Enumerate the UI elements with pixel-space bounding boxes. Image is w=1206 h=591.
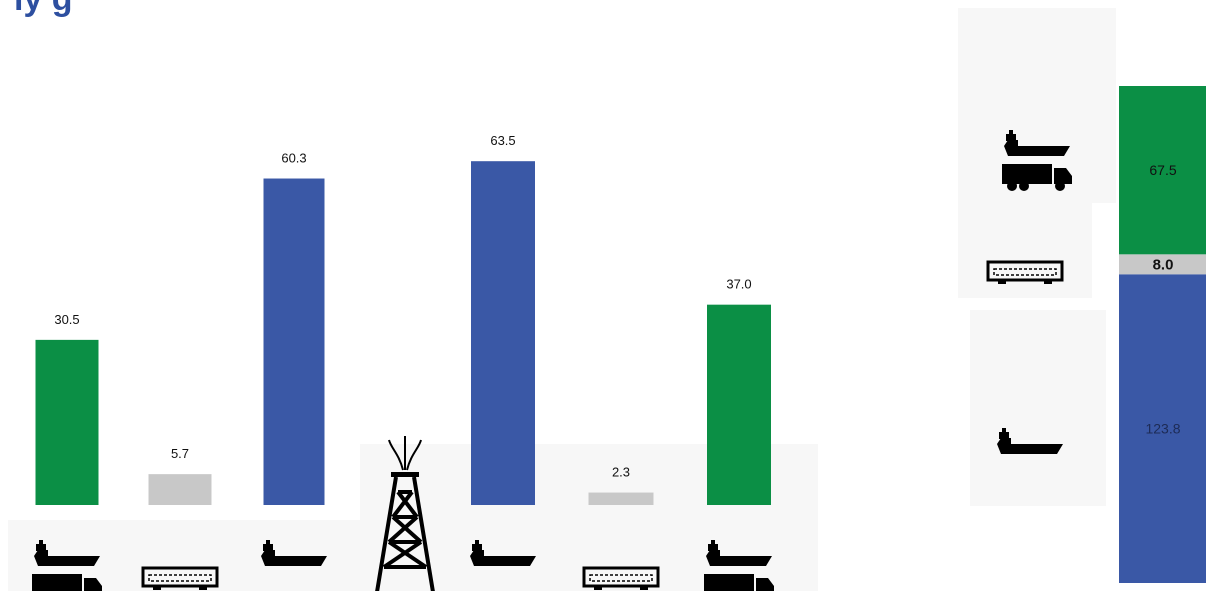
bar-series: 30.5 5.7 60.3 63.5 2.3 37.0 xyxy=(35,133,771,506)
railcar-icon xyxy=(986,260,1064,286)
icon-panel xyxy=(970,310,1106,506)
truck-icon xyxy=(704,574,774,591)
bar xyxy=(148,474,212,505)
bar xyxy=(471,161,535,505)
stack-value-label: 67.5 xyxy=(1149,162,1176,178)
railcar-icon xyxy=(582,566,660,591)
bar xyxy=(35,339,99,505)
ship-icon xyxy=(997,428,1063,454)
stack-segment xyxy=(1119,86,1206,255)
ship-icon xyxy=(261,540,327,566)
bar-value-label: 5.7 xyxy=(171,446,189,461)
icon-panel xyxy=(958,203,1092,298)
stack-value-label: 123.8 xyxy=(1145,421,1180,437)
ship-icon xyxy=(34,540,100,566)
bar-value-label: 2.3 xyxy=(612,465,630,480)
ship-icon xyxy=(470,540,536,566)
bar-value-label: 60.3 xyxy=(281,151,306,166)
stack-segment xyxy=(1119,274,1206,583)
bar-value-label: 30.5 xyxy=(54,312,79,327)
ship-icon xyxy=(706,540,772,566)
oil-derrick-icon xyxy=(375,434,435,591)
bar xyxy=(588,492,654,505)
stack-segment xyxy=(1119,254,1206,275)
truck-icon xyxy=(32,574,102,591)
railcar-icon xyxy=(141,566,219,591)
stacked-bar: 123.8 8.0 67.5 xyxy=(1119,86,1206,583)
ship-icon xyxy=(1004,130,1070,156)
bar-value-label: 37.0 xyxy=(726,277,751,292)
page-title: ly g xyxy=(14,0,73,19)
bar xyxy=(263,178,325,506)
bar-value-label: 63.5 xyxy=(490,133,515,148)
stack-value-label: 8.0 xyxy=(1153,256,1174,273)
truck-icon xyxy=(1002,164,1072,191)
transport-icons xyxy=(32,130,1072,591)
bar xyxy=(707,304,771,505)
